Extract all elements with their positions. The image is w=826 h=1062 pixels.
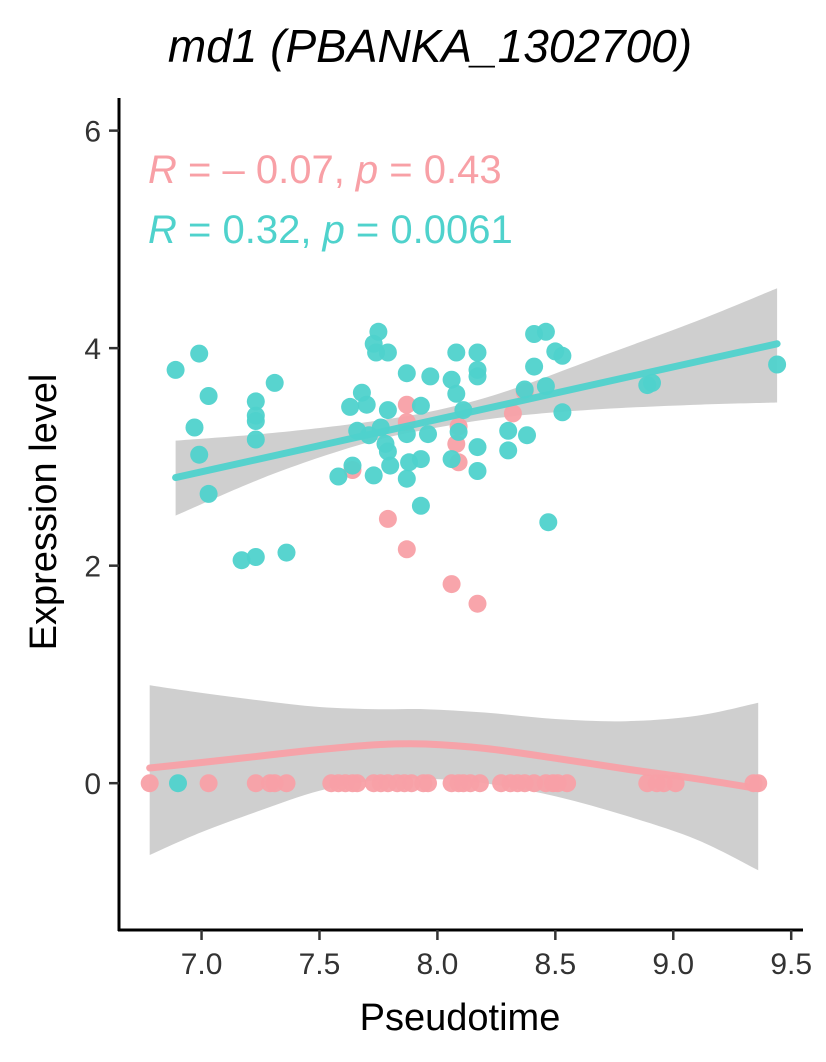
series-2-point (329, 467, 348, 486)
axes: 7.0 7.5 8.0 8.5 9.0 9.5 0 2 4 6 (84, 98, 812, 981)
series-1-point (558, 774, 577, 793)
series-1-point (199, 774, 218, 793)
series-2-point (449, 422, 468, 441)
series-2-point (447, 343, 466, 362)
annotation-r-value: = 0.32, (177, 208, 323, 252)
series-2-point (343, 456, 362, 475)
x-axis-title: Pseudotime (360, 997, 561, 1039)
series-2-point (169, 774, 187, 793)
y-tick-label: 0 (84, 768, 101, 801)
series-2-point (468, 367, 487, 386)
series-2-point (442, 370, 461, 389)
series-1-fit-line (146, 740, 762, 793)
series-2-fit-line (172, 340, 781, 482)
series-2-point (539, 513, 558, 532)
series-1-point (470, 774, 489, 793)
series-2-point (643, 373, 661, 392)
series-2-point (364, 466, 383, 485)
series-2-point (447, 384, 466, 403)
series-1-point (378, 509, 397, 528)
series-1-point (503, 404, 522, 423)
series-2-point (277, 543, 296, 562)
series-2-point (232, 551, 251, 570)
annotation-series-2: R = 0.32, p = 0.0061 (148, 208, 513, 252)
series-2-point (411, 450, 430, 469)
x-tick-label: 7.0 (181, 948, 223, 981)
series-2-point (381, 456, 400, 475)
x-tick-label: 8.0 (417, 948, 459, 981)
series-2-point (199, 484, 218, 503)
series-2-point (515, 380, 534, 399)
series-2-point (265, 373, 284, 392)
plot-area (140, 288, 787, 871)
series-2-point (499, 421, 518, 440)
series-1-point (397, 395, 416, 414)
series-2-point (468, 438, 487, 457)
series-2-point (397, 469, 416, 488)
annotation-p-label: p (322, 208, 345, 252)
series-2-confidence-band (175, 288, 778, 516)
series-2-point (378, 343, 397, 362)
y-tick-label: 4 (84, 333, 101, 366)
series-2-point (166, 360, 185, 379)
series-2-point (185, 418, 204, 437)
series-2-point (246, 392, 265, 411)
y-axis-title: Expression level (23, 374, 65, 651)
series-1-point (348, 774, 367, 793)
series-2-point (341, 397, 360, 416)
annotation-p-value: = 0.0061 (345, 208, 513, 252)
x-tick-label: 8.5 (534, 948, 576, 981)
series-1-point (468, 594, 487, 613)
x-tick-label: 7.5 (299, 948, 341, 981)
series-2-point (442, 450, 461, 469)
series-2-point (378, 442, 397, 461)
series-2-point (357, 395, 376, 414)
series-2-point (190, 344, 209, 363)
series-1-point (140, 774, 159, 793)
chart-title: md1 (PBANKA_1302700) (168, 20, 692, 72)
series-1-point (397, 540, 416, 559)
series-2-point (246, 548, 265, 566)
series-1-point (277, 774, 296, 793)
series-2-point (411, 496, 430, 515)
series-2-point (421, 367, 440, 386)
series-2-point (246, 406, 265, 425)
annotation-p-label: p (355, 148, 378, 192)
annotation-p-value: = 0.43 (378, 148, 501, 192)
x-tick-label: 9.0 (652, 948, 694, 981)
annotation-r-value: = – 0.07, (177, 148, 356, 192)
series-2-point (369, 322, 388, 341)
series-2-point (536, 322, 555, 341)
series-2-point (246, 430, 265, 449)
annotation-series-1: R = – 0.07, p = 0.43 (148, 148, 502, 192)
series-2-point (525, 357, 544, 376)
annotation-r-label: R (148, 208, 177, 252)
annotation-r-label: R (148, 148, 177, 192)
correlation-annotations: R = – 0.07, p = 0.43 R = 0.32, p = 0.006… (148, 148, 513, 252)
x-tick-label: 9.5 (770, 948, 812, 981)
series-2-point (553, 403, 572, 422)
series-2-point (518, 426, 536, 445)
series-1-point (246, 774, 265, 793)
series-2-point (468, 343, 487, 362)
series-2-point (419, 425, 437, 444)
series-2-point (378, 401, 397, 420)
y-tick-label: 2 (84, 551, 101, 584)
series-1-point (419, 774, 437, 793)
y-tick-label: 6 (84, 116, 101, 149)
series-2-point (768, 355, 787, 374)
series-2-point (553, 346, 572, 365)
series-2-point (190, 445, 209, 464)
series-1-point (442, 575, 461, 594)
series-2-point (411, 396, 430, 415)
series-2-point (199, 387, 218, 405)
series-2-point (468, 462, 487, 480)
series-2-point (397, 364, 416, 383)
series-2-point (499, 441, 518, 460)
